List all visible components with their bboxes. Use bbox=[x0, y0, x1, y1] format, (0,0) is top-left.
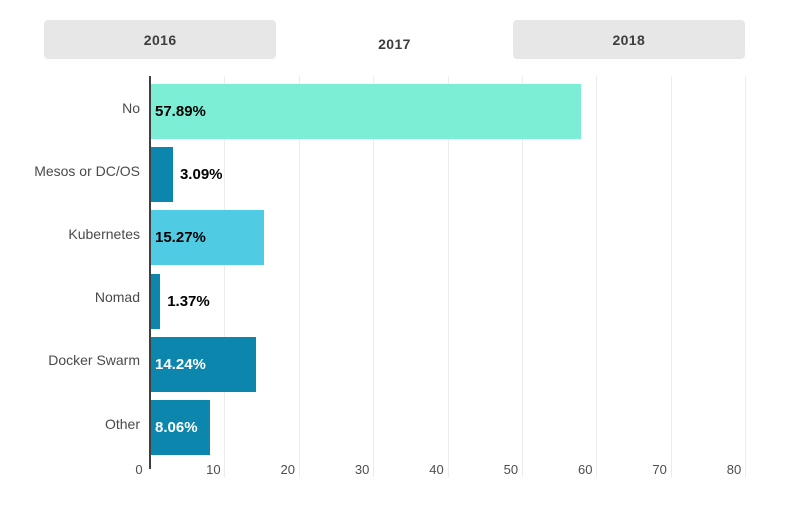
category-label: Mesos or DC/OS bbox=[34, 162, 140, 179]
category-label: Docker Swarm bbox=[48, 352, 140, 369]
x-axis-tick-label: 30 bbox=[354, 462, 370, 477]
gridline bbox=[521, 76, 523, 477]
plot-area: 0 10 20 30 40 50 60 70 80 bbox=[135, 76, 746, 477]
value-label: 1.37% bbox=[167, 292, 210, 310]
bar-kubernetes[interactable] bbox=[150, 210, 264, 266]
chart-row: Kubernetes 15.27% bbox=[44, 202, 745, 266]
bar-mesos-or-dc-os[interactable] bbox=[150, 147, 173, 203]
category-label: Other bbox=[104, 415, 140, 432]
gridline bbox=[373, 76, 375, 477]
value-label: 3.09% bbox=[179, 166, 223, 184]
x-axis-tick-label: 80 bbox=[726, 462, 742, 477]
x-axis-tick-label: 50 bbox=[503, 462, 519, 477]
tab-2018[interactable]: 2018 bbox=[512, 20, 745, 59]
chart-rows: No 57.89% Mesos or DC/OS 3.09% Kubernete… bbox=[34, 76, 745, 455]
gridline bbox=[745, 76, 746, 477]
value-label: 15.27% bbox=[155, 229, 206, 247]
y-axis-line bbox=[149, 76, 151, 469]
value-label: 57.89% bbox=[155, 103, 206, 120]
tab-2016[interactable]: 2016 bbox=[44, 20, 277, 59]
gridline bbox=[298, 76, 300, 477]
chart-row: No 57.89% bbox=[44, 76, 745, 139]
gridline bbox=[447, 76, 449, 477]
tab-2017[interactable]: 2017 bbox=[278, 20, 511, 67]
chart-row: Other 8.06% bbox=[44, 392, 745, 455]
year-tab-bar: 2016 2017 2018 bbox=[44, 20, 745, 68]
category-label: Kubernetes bbox=[68, 225, 140, 242]
bar-docker-swarm[interactable] bbox=[150, 336, 256, 392]
bar-nomad[interactable] bbox=[150, 273, 161, 329]
x-axis-tick-label: 20 bbox=[280, 462, 295, 477]
chart-row: Docker Swarm 14.24% bbox=[44, 329, 745, 392]
value-label: 8.06% bbox=[155, 419, 198, 436]
category-label: No bbox=[122, 99, 140, 116]
category-label: Nomad bbox=[94, 289, 140, 306]
x-axis-tick-label: 70 bbox=[652, 462, 667, 477]
value-label: 14.24% bbox=[155, 355, 206, 373]
chart-row: Nomad 1.37% bbox=[44, 266, 745, 329]
x-axis-tick-label: 40 bbox=[429, 462, 444, 477]
chart-row: Mesos or DC/OS 3.09% bbox=[34, 139, 745, 203]
x-axis-tick-label: 0 bbox=[135, 462, 143, 477]
gridline bbox=[670, 76, 672, 477]
gridline bbox=[596, 76, 598, 477]
x-axis-tick-label: 10 bbox=[206, 462, 221, 477]
x-axis-tick-label: 60 bbox=[578, 462, 593, 477]
bar-no[interactable] bbox=[150, 84, 581, 139]
bar-other[interactable] bbox=[150, 400, 210, 455]
bar-chart: 0 10 20 30 40 50 60 70 80 No 57.89% Mesos or DC/… bbox=[34, 76, 746, 496]
gridline bbox=[224, 76, 226, 477]
